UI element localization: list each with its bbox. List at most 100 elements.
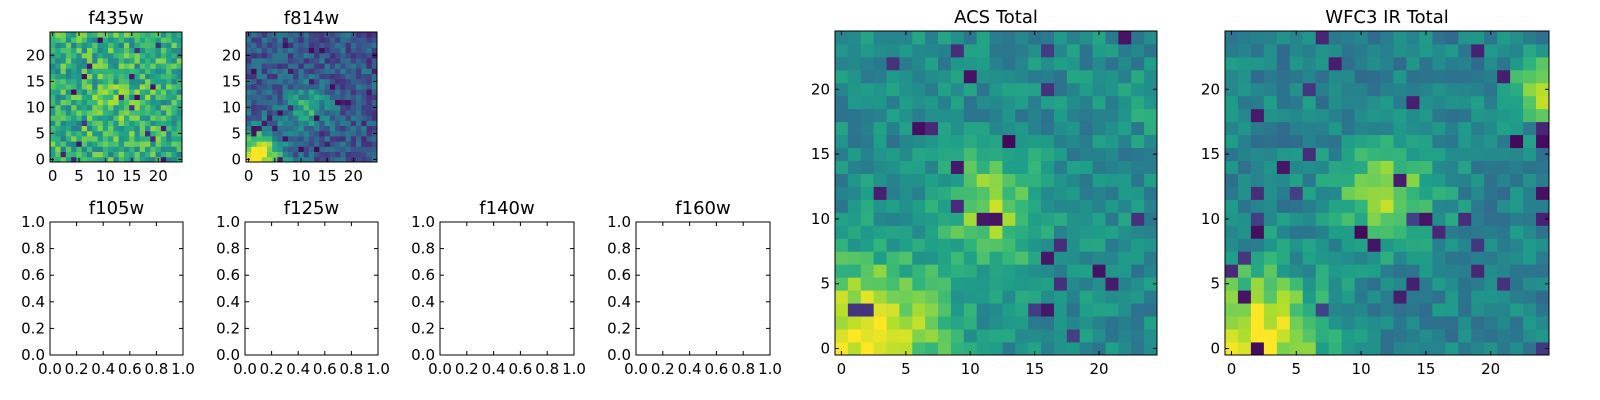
heatmap-cell (1406, 238, 1420, 252)
x-tick-label: 10 (291, 167, 310, 185)
heatmap-cell (298, 37, 305, 43)
x-tick-label: 15 (1025, 360, 1044, 378)
heatmap-cell (150, 115, 156, 121)
heatmap-cell (1328, 186, 1343, 200)
heatmap-cell (1066, 43, 1081, 58)
heatmap-cell (1263, 43, 1278, 58)
heatmap-cell (308, 37, 315, 43)
heatmap-cell (335, 115, 341, 121)
heatmap-cell (1263, 238, 1278, 252)
heatmap-cell (938, 69, 952, 84)
heatmap-cell (925, 121, 939, 136)
heatmap-cell (1118, 95, 1132, 110)
heatmap-cell (963, 238, 978, 252)
heatmap-cell (1092, 121, 1106, 136)
heatmap-cell (1458, 264, 1472, 278)
heatmap-cell (108, 63, 114, 69)
heatmap-cell (1432, 316, 1446, 330)
heatmap-cell (1432, 290, 1446, 304)
heatmap-cell (108, 156, 114, 163)
heatmap-cell (314, 84, 320, 90)
heatmap-cell (1328, 225, 1343, 239)
heatmap-cell (371, 120, 378, 126)
heatmap-cell (65, 120, 72, 126)
heatmap-cell (860, 121, 875, 136)
heatmap-cell (1250, 134, 1265, 149)
heatmap-cell (1354, 160, 1368, 174)
y-tick-label: 0.8 (216, 240, 240, 258)
heatmap-cell (293, 68, 299, 74)
heatmap-cell (1144, 199, 1158, 213)
heatmap-cell (102, 84, 109, 90)
heatmap-cell (176, 151, 183, 158)
heatmap-cell (912, 225, 926, 239)
heatmap-cell (155, 94, 162, 100)
heatmap-cell (1328, 134, 1343, 149)
heatmap-cell (145, 37, 151, 43)
heatmap-cell (989, 121, 1003, 136)
heatmap-cell (1341, 173, 1355, 187)
heatmap-cell (1354, 173, 1368, 187)
heatmap-cell (246, 73, 252, 80)
heatmap-cell (1354, 212, 1368, 226)
heatmap-cell (366, 89, 373, 95)
heatmap-cell (118, 52, 125, 59)
heatmap-cell (1028, 264, 1042, 278)
heatmap-cell (1315, 277, 1330, 291)
heatmap-cell (50, 151, 56, 158)
heatmap-cell (251, 136, 257, 142)
heatmap-cell (1105, 121, 1119, 136)
heatmap-cell (1432, 95, 1446, 110)
heatmap-cell (1144, 95, 1158, 110)
heatmap-cell (1237, 225, 1252, 239)
heatmap-cell (171, 151, 178, 158)
heatmap-cell (97, 125, 104, 132)
heatmap-cell (1536, 173, 1550, 187)
heatmap-cell (150, 89, 156, 95)
heatmap-cell (886, 121, 900, 136)
heatmap-cell (1225, 212, 1239, 226)
x-tick-label: 1.0 (366, 360, 390, 378)
heatmap-cell (160, 99, 167, 106)
heatmap-cell (1341, 277, 1355, 291)
heatmap-cell (108, 68, 114, 74)
heatmap-cell (1367, 264, 1381, 278)
heatmap-cell (272, 120, 278, 126)
heatmap-cell (251, 78, 257, 85)
heatmap-cell (345, 58, 352, 64)
heatmap-cell (139, 146, 146, 152)
heatmap-cell (1328, 147, 1343, 161)
heatmap-cell (1432, 43, 1446, 58)
heatmap-cell (1510, 160, 1524, 174)
heatmap-cell (847, 69, 862, 84)
heatmap-cell (1497, 134, 1511, 149)
heatmap-cell (256, 37, 263, 43)
x-tick-label: 0.4 (91, 360, 115, 378)
heatmap-cell (1367, 69, 1381, 84)
heatmap-cell (129, 130, 135, 137)
heatmap-cell (134, 125, 141, 132)
heatmap-cell (97, 89, 104, 95)
heatmap-cell (1471, 303, 1485, 317)
heatmap-cell (860, 56, 875, 71)
heatmap-cell (160, 63, 167, 69)
heatmap-cell (356, 104, 362, 111)
heatmap-cell (950, 160, 965, 174)
heatmap-cell (938, 173, 952, 187)
heatmap-cell (287, 104, 294, 111)
heatmap-cell (366, 120, 373, 126)
heatmap-cell (1315, 342, 1330, 356)
heatmap-cell (860, 316, 875, 330)
heatmap-cell (160, 52, 167, 59)
heatmap-cell (166, 37, 172, 43)
heatmap-cell (139, 58, 146, 64)
heatmap-cell (102, 130, 109, 137)
heatmap-cell (1380, 277, 1394, 291)
heatmap-cell (261, 141, 268, 147)
heatmap-cell (356, 58, 362, 64)
heatmap-cell (345, 78, 352, 85)
heatmap-cell (1263, 329, 1278, 343)
heatmap-cell (1497, 31, 1511, 45)
heatmap-cell (1276, 277, 1291, 291)
